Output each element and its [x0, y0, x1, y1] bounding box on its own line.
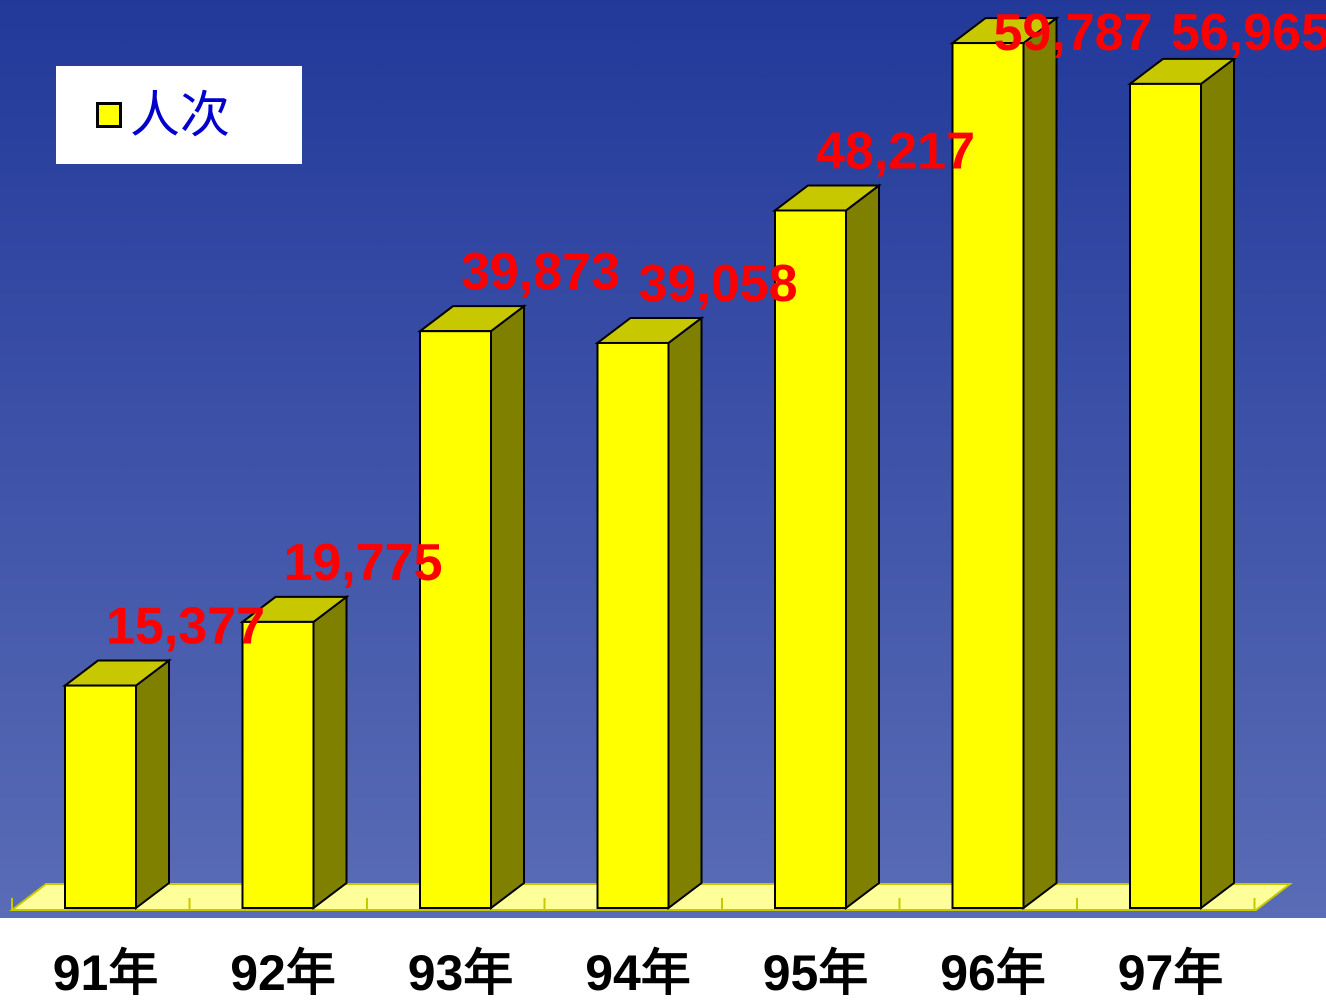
bar-side [1200, 56, 1235, 911]
value-label: 19,775 [283, 534, 442, 592]
bar-front [241, 620, 315, 910]
value-label: 15,377 [106, 598, 265, 656]
legend-label: 人次 [130, 86, 230, 144]
category-label: 91年 [53, 945, 159, 1001]
bar [239, 594, 350, 911]
bar [594, 315, 705, 911]
bar [62, 658, 172, 911]
legend-swatch [96, 102, 122, 128]
bar-side [490, 304, 525, 911]
category-label: 94年 [585, 945, 691, 1001]
bar-side [667, 315, 703, 911]
value-label: 48,217 [816, 122, 975, 180]
category-label: 95年 [763, 945, 869, 1001]
category-label: 93年 [408, 945, 514, 1001]
value-label: 56,965 [1171, 4, 1326, 62]
bar [417, 304, 527, 911]
bar-series [62, 16, 1237, 911]
category-label: 97年 [1118, 945, 1224, 1001]
value-label: 39,058 [638, 255, 797, 313]
bar-front [774, 209, 847, 909]
x-axis-ticks [11, 898, 1256, 910]
bar-side [135, 658, 170, 911]
legend: 人次 [56, 66, 302, 164]
bar-front [419, 330, 492, 909]
bar-side [845, 183, 880, 911]
value-label: 59,787 [993, 4, 1152, 62]
category-label: 96年 [940, 945, 1046, 1001]
bar-side [1022, 16, 1058, 911]
bar-front [1129, 82, 1202, 910]
value-label: 39,873 [461, 243, 620, 301]
bar-front [596, 341, 670, 909]
category-labels: 91年 92年 93年 94年 95年 96年 97年 [53, 945, 1224, 1001]
bar-front [64, 684, 137, 910]
bar-front [951, 42, 1025, 909]
bar-side [312, 594, 348, 911]
bar [949, 16, 1060, 911]
value-labels: 15,377 19,775 39,873 39,058 48,217 59,787 56,9… [106, 4, 1326, 656]
bar [772, 183, 882, 911]
bar [1127, 56, 1237, 911]
category-label: 92年 [230, 945, 336, 1001]
